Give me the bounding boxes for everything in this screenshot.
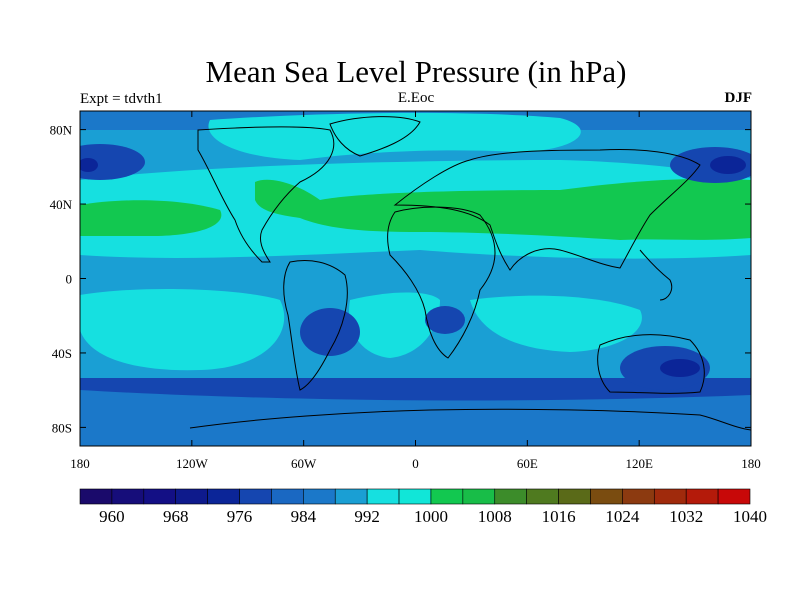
season-label: DJF	[724, 90, 753, 106]
colorbar-swatch	[79, 488, 113, 505]
colorbar-swatch	[462, 488, 496, 505]
field-cyan-arctic	[208, 112, 581, 160]
field-low-south-america	[300, 308, 360, 356]
field-low-aleutian-east-core	[710, 156, 746, 174]
coast-eurasia	[393, 149, 701, 271]
colorbar-swatch	[398, 488, 432, 505]
coast-antarctica	[189, 408, 751, 431]
lon-tick-label: 120E	[625, 456, 653, 471]
map-title: Mean Sea Level Pressure (in hPa)	[205, 54, 627, 89]
colorbar-swatch	[334, 488, 368, 505]
lat-tick-label: 80N	[50, 123, 73, 138]
colorbar-swatch	[207, 488, 240, 505]
colorbar-swatch	[653, 488, 687, 505]
lat-tick-label: 40S	[52, 346, 72, 361]
field-green-pacific-west	[80, 200, 222, 236]
lon-tick-label: 60W	[291, 456, 317, 471]
colorbar-swatch	[494, 488, 527, 505]
lon-tick-label: 180	[70, 456, 90, 471]
field-cyan-south-atlantic	[349, 292, 440, 358]
colorbar-label: 968	[163, 507, 189, 526]
colorbar-label: 1008	[478, 507, 512, 526]
colorbar: 960 968 976 984 992 1000 1008 1016 1024 1032 1040	[79, 488, 767, 526]
coast-greenland	[329, 116, 421, 157]
colorbar-swatch	[558, 488, 591, 505]
colorbar-swatch	[526, 488, 559, 505]
lon-tick-label: 180	[741, 456, 761, 471]
colorbar-label: 1000	[414, 507, 448, 526]
colorbar-swatch	[175, 488, 208, 505]
coastlines	[189, 116, 751, 431]
colorbar-swatch	[622, 488, 655, 505]
lat-tick-label: 40N	[50, 197, 73, 212]
field-green-atlantic-asia	[255, 178, 751, 240]
colorbar-label: 992	[354, 507, 380, 526]
lon-tick-label: 120W	[176, 456, 209, 471]
colorbar-swatch	[366, 488, 400, 505]
coast-africa	[387, 206, 496, 359]
colorbar-swatch	[111, 488, 145, 505]
colorbar-label: 976	[227, 507, 253, 526]
colorbar-label: 1040	[733, 507, 767, 526]
field-cyan-south-pacific	[80, 288, 285, 371]
field-low-australia-core	[660, 359, 700, 377]
coast-north-america	[197, 126, 335, 263]
colorbar-label: 960	[99, 507, 125, 526]
center-label: E.Eoc	[397, 90, 435, 106]
colorbar-label: 1016	[542, 507, 576, 526]
coast-south-america	[283, 260, 348, 391]
lon-tick-label: 60E	[517, 456, 538, 471]
lat-axis: 80N 40N 0 40S 80S	[50, 123, 751, 435]
colorbar-swatch	[430, 488, 464, 505]
colorbar-swatch	[271, 488, 304, 505]
colorbar-label: 1024	[605, 507, 640, 526]
colorbar-swatch	[685, 488, 719, 505]
field-low-aleutian-core	[80, 158, 98, 172]
colorbar-swatch	[717, 488, 751, 505]
lon-axis: 180 120W 60W 0 60E 120E 180	[70, 111, 761, 471]
lat-tick-label: 80S	[52, 420, 72, 435]
colorbar-swatch	[239, 488, 272, 505]
colorbar-swatch	[143, 488, 177, 505]
field-low-africa	[425, 306, 465, 334]
pressure-field	[80, 111, 751, 446]
experiment-label: Expt = tdvth1	[80, 91, 163, 107]
field-cyan-indian	[470, 295, 642, 352]
field-antarctic	[80, 390, 751, 446]
colorbar-swatch	[303, 488, 336, 505]
coast-australia	[597, 334, 705, 394]
colorbar-label: 984	[291, 507, 317, 526]
lat-tick-label: 0	[66, 272, 73, 287]
colorbar-label: 1032	[669, 507, 703, 526]
colorbar-swatch	[590, 488, 623, 505]
lon-tick-label: 0	[412, 456, 419, 471]
coast-southeast-asia	[639, 249, 673, 301]
field-low-aleutian-west	[80, 144, 145, 180]
